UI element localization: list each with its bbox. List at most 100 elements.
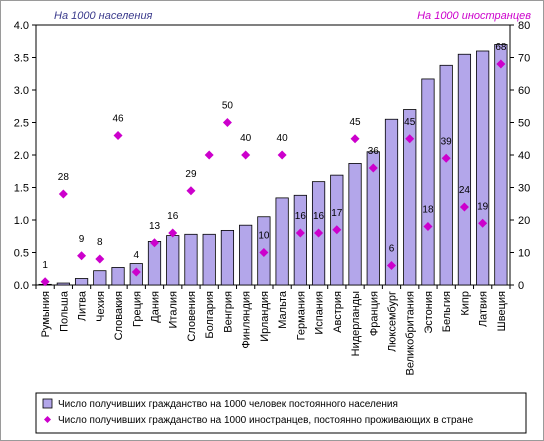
point-value-label: 16 (313, 211, 325, 222)
category-label: Нидерланды (350, 291, 362, 356)
category-label: Мальта (277, 290, 289, 329)
diamond-point (150, 238, 159, 248)
left-tick-label: 1.5 (14, 183, 29, 195)
point-value-label: 40 (277, 133, 289, 144)
diamond-point (168, 228, 178, 238)
category-label: Ирландия (259, 291, 271, 342)
diamond-point (259, 248, 269, 257)
category-label: Эстония (423, 291, 435, 334)
bar (439, 64, 453, 286)
diamond-point (95, 254, 105, 264)
left-axis-title: На 1000 населения (54, 10, 153, 22)
category-label: Испания (314, 291, 326, 335)
category-label: Болгария (204, 291, 216, 339)
bar (147, 241, 162, 286)
point-value-label: 50 (222, 101, 234, 112)
diamond-point (405, 134, 415, 144)
category-label: Швеция (496, 291, 508, 331)
left-tick-label: 3.5 (14, 53, 29, 65)
category-label: Литва (77, 290, 89, 321)
diamond-point (204, 150, 214, 160)
left-tick-label: 2.5 (14, 118, 29, 130)
diamond-point (277, 150, 287, 160)
point-value-label: 45 (404, 117, 416, 128)
diamond-point (241, 150, 251, 160)
bar (366, 151, 380, 286)
diamond-point (186, 186, 196, 196)
point-value-label: 9 (79, 234, 85, 245)
diamond-point (131, 267, 141, 277)
diamond-point (332, 225, 342, 235)
diamond-point (387, 261, 396, 270)
right-tick-label: 60 (518, 85, 530, 97)
bar (403, 109, 417, 286)
category-label: Словения (186, 291, 198, 342)
right-tick-label: 30 (518, 183, 530, 195)
legend-box (35, 392, 527, 434)
diamond-point (478, 218, 488, 228)
point-value-label: 36 (368, 146, 380, 157)
point-value-label: 4 (133, 250, 139, 261)
point-value-label: 1 (42, 260, 48, 271)
legend-bar-swatch (42, 398, 53, 409)
category-label: Люксембург (387, 291, 399, 352)
point-value-label: 46 (112, 114, 124, 125)
bar (348, 163, 362, 286)
point-value-label: 24 (459, 185, 471, 196)
category-label: Великобритания (405, 291, 417, 376)
bar (166, 235, 180, 286)
point-value-label: 40 (240, 133, 252, 144)
point-value-label: 10 (258, 231, 270, 242)
diamond-point (222, 118, 232, 127)
left-tick-label: 0.0 (14, 280, 29, 292)
category-label: Дания (150, 291, 162, 323)
point-value-label: 45 (349, 117, 361, 128)
point-value-label: 68 (495, 42, 507, 53)
bar (293, 194, 307, 286)
diamond-point (423, 222, 433, 231)
point-value-label: 18 (422, 205, 434, 216)
category-label: Германия (295, 291, 307, 340)
category-label: Италия (168, 291, 180, 329)
diamond-point (40, 277, 50, 287)
diamond-point (58, 189, 68, 199)
bar (93, 270, 107, 286)
diamond-point (441, 153, 451, 163)
bar (220, 229, 235, 286)
bar (56, 282, 70, 286)
right-tick-label: 50 (518, 118, 530, 130)
point-value-label: 19 (477, 201, 489, 212)
left-tick-label: 2.0 (14, 150, 29, 162)
category-label: Чехия (95, 291, 107, 322)
bar (494, 44, 508, 286)
right-tick-label: 20 (518, 215, 530, 227)
left-tick-label: 0.5 (14, 248, 29, 260)
diamond-point (368, 163, 378, 173)
category-label: Латвия (478, 291, 490, 327)
bar (476, 50, 490, 286)
category-label: Словакия (113, 291, 125, 340)
right-tick-label: 0 (518, 280, 524, 292)
diamond-point (459, 202, 469, 212)
diamond-point (295, 228, 305, 238)
bar (457, 53, 472, 286)
right-tick-label: 80 (518, 20, 530, 32)
plot-border (35, 24, 511, 286)
bar (111, 267, 125, 286)
bar (275, 197, 289, 286)
point-value-label: 29 (185, 169, 197, 180)
diamond-point (314, 228, 324, 238)
right-tick-label: 70 (518, 53, 530, 65)
category-label: Бельгия (441, 291, 453, 332)
category-label: Румыния (40, 291, 52, 337)
point-value-label: 28 (58, 172, 70, 183)
point-value-label: 39 (441, 136, 453, 147)
category-label: Венгрия (222, 291, 234, 333)
right-axis-title: На 1000 иностранцев (417, 10, 531, 22)
legend-bar-label: Число получивших гражданство на 1000 чел… (58, 399, 398, 410)
legend-diamond-swatch (44, 416, 51, 423)
category-label: Кипр (459, 291, 471, 316)
left-tick-label: 3.0 (14, 85, 29, 97)
